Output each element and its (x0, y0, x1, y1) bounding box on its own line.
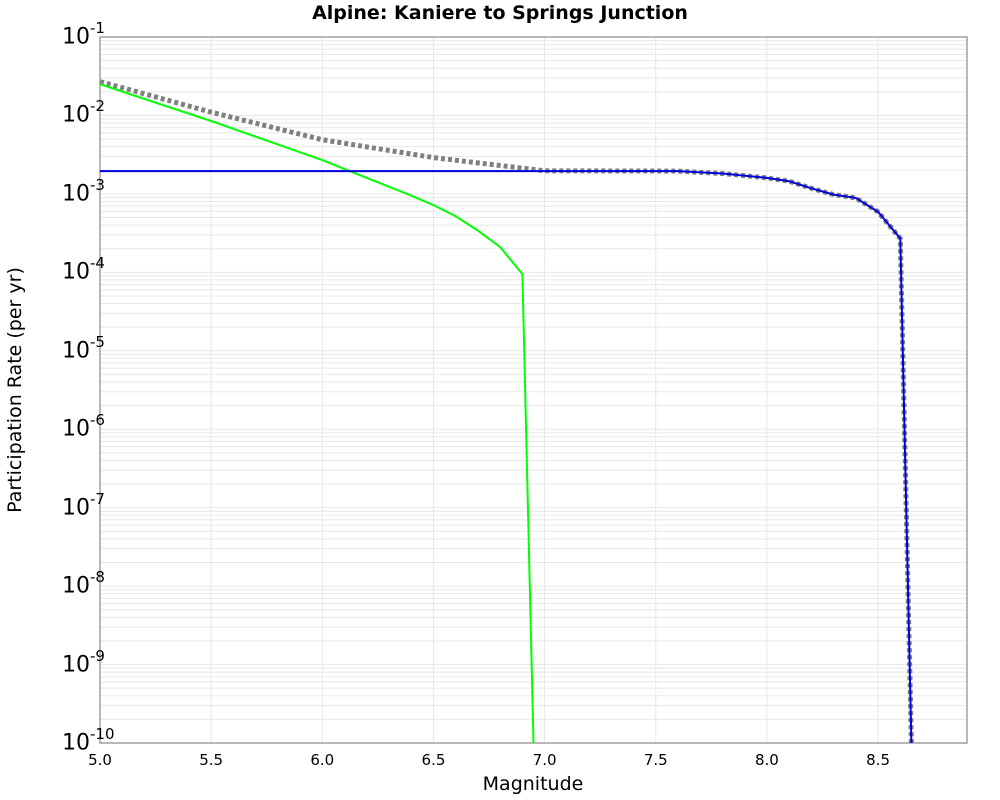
x-tick-label: 6.5 (421, 751, 446, 769)
x-tick-label: 5.0 (88, 751, 112, 769)
y-tick-label: 10-7 (62, 489, 105, 520)
plot-frame (99, 36, 968, 744)
grid-lines (99, 37, 967, 744)
x-tick-label: 7.0 (532, 751, 557, 769)
y-tick-label: 10-2 (62, 97, 105, 128)
y-tick-label: 10-9 (62, 646, 105, 677)
y-axis-title: Participation Rate (per yr) (4, 267, 26, 513)
y-tick-label: 10-4 (62, 254, 105, 285)
y-tick-label: 10-3 (62, 175, 105, 207)
chart-title: Alpine: Kaniere to Springs Junction (312, 2, 688, 24)
series-lines (99, 79, 914, 744)
y-tick-label: 10-6 (62, 411, 105, 442)
x-tick-label: 7.5 (643, 751, 668, 769)
series-blue-mfd (100, 170, 913, 744)
y-tick-label: 10-8 (62, 568, 105, 599)
x-tick-label: 6.0 (310, 751, 335, 769)
y-tick-label: 10-5 (62, 332, 105, 364)
x-tick-label: 8.0 (754, 751, 779, 769)
y-tick-label: 10-10 (62, 725, 115, 756)
x-tick-label: 8.5 (866, 751, 890, 769)
x-tick-label: 5.5 (199, 751, 224, 769)
x-axis-title: Magnitude (482, 773, 584, 795)
series-green-mfd (99, 83, 535, 744)
y-tick-label: 10-1 (62, 19, 105, 50)
